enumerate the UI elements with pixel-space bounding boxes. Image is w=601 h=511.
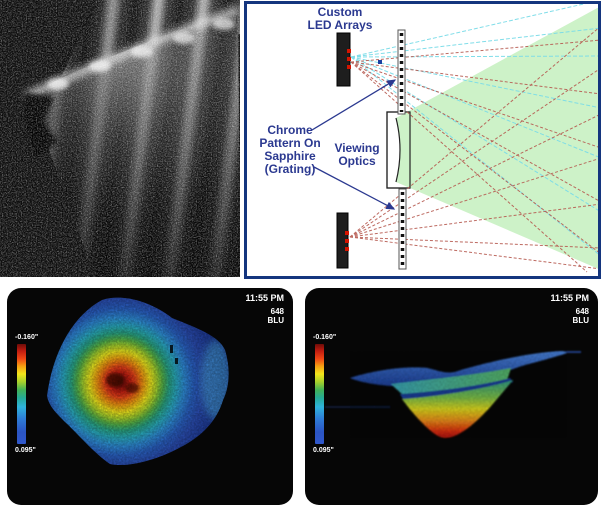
label-line: Chrome — [267, 123, 313, 137]
blue-led-marker — [378, 60, 382, 64]
cyan-rays — [350, 0, 601, 257]
channel-label: BLU — [572, 316, 589, 325]
annotation-arrows — [311, 79, 397, 210]
label-line: Pattern On — [259, 136, 321, 150]
fringe-photo-image — [0, 0, 240, 277]
led-array-bottom — [336, 212, 349, 269]
label-line: Viewing — [334, 141, 380, 155]
fringe-photo-panel — [0, 0, 240, 277]
scale-min-label: 0.095" — [15, 447, 36, 454]
color-scale: -0.160" 0.095" — [313, 334, 336, 454]
custom-led-arrays-label: Custom LED Arrays — [265, 6, 415, 32]
chrome-pattern-label: Chrome Pattern On Sapphire (Grating) — [249, 124, 331, 176]
frame-count: 648 — [575, 307, 589, 316]
lens-concave-surface — [395, 117, 401, 183]
colorbar — [17, 344, 26, 444]
color-scale: -0.160" 0.095" — [15, 334, 38, 454]
optical-diagram — [311, 0, 601, 273]
frame-count: 648 — [270, 307, 284, 316]
scale-max-label: -0.160" — [313, 334, 337, 341]
scale-min-label: 0.095" — [313, 447, 334, 454]
surface-map-side-panel: 11:55 PM 648 BLU -0.160" 0.095" — [305, 288, 598, 505]
surface-meta: 11:55 PM 648 BLU — [550, 293, 589, 325]
speckle-noise — [0, 0, 240, 277]
timestamp: 11:55 PM — [550, 293, 589, 303]
surface-profile — [325, 351, 581, 438]
surface-map-front — [47, 297, 229, 466]
surface-meta: 11:55 PM 648 BLU — [245, 293, 284, 325]
label-line: Custom — [317, 5, 363, 19]
label-line: Optics — [338, 154, 376, 168]
viewing-optics-label: Viewing Optics — [322, 142, 392, 168]
scale-max-label: -0.160" — [15, 334, 39, 341]
colorbar — [315, 344, 324, 444]
label-line: (Grating) — [264, 162, 316, 176]
light-cone — [396, 6, 601, 270]
led-array-top — [336, 32, 351, 87]
grating-bottom — [398, 188, 407, 270]
surface-map-side — [325, 351, 581, 438]
channel-label: BLU — [267, 316, 284, 325]
timestamp: 11:55 PM — [245, 293, 284, 303]
grating-top — [397, 29, 406, 115]
surface-map-front-panel: 11:55 PM 648 BLU -0.160" 0.095" — [7, 288, 293, 505]
optical-diagram-panel: Custom LED Arrays Chrome Pattern On Sapp… — [244, 0, 601, 279]
label-line: LED Arrays — [307, 18, 373, 32]
label-line: Sapphire — [264, 149, 316, 163]
